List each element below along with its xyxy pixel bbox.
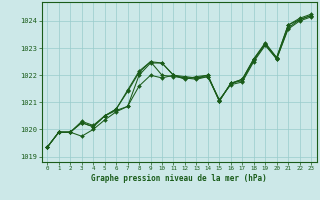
X-axis label: Graphe pression niveau de la mer (hPa): Graphe pression niveau de la mer (hPa) bbox=[91, 174, 267, 183]
